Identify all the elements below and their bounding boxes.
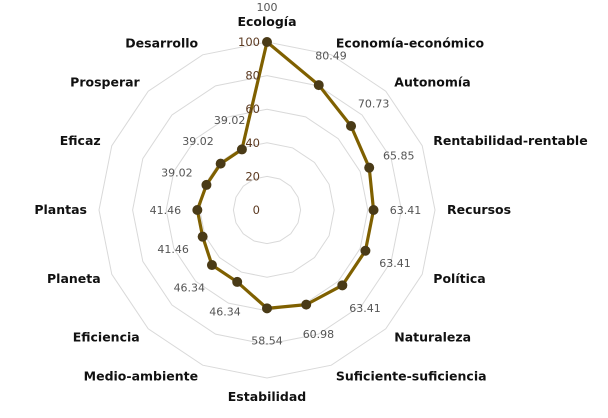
- category-label: Ecología: [237, 14, 296, 29]
- data-label: 60.98: [303, 328, 335, 341]
- category-label: Naturaleza: [394, 329, 471, 344]
- data-label: 65.85: [383, 149, 415, 162]
- category-labels: Ecología Economía-económico Autonomía Renta…: [34, 14, 587, 404]
- data-label: 39.02: [214, 114, 246, 127]
- data-label: 63.41: [349, 302, 381, 315]
- category-label: Economía-económico: [336, 36, 485, 51]
- grid-ring-40: [199, 142, 335, 278]
- data-point-marker: [206, 260, 217, 271]
- grid-ring-20: [232, 175, 302, 245]
- data-series: [192, 37, 379, 314]
- data-label: 63.41: [390, 204, 422, 217]
- category-label: Política: [433, 271, 485, 286]
- category-label: Eficiencia: [73, 329, 140, 344]
- category-label: Rentabilidad-rentable: [433, 133, 587, 148]
- data-labels: 100 80.49 70.73 65.85 63.41 63.41 63.41 60.98 58…: [150, 1, 422, 347]
- data-point-marker: [262, 303, 272, 314]
- grid-ring-80: [132, 75, 402, 345]
- data-point-marker: [337, 280, 348, 291]
- grid-ring-100: [98, 41, 436, 379]
- data-point-marker: [201, 179, 212, 190]
- tick-label: 60: [245, 102, 260, 116]
- data-label: 39.02: [161, 167, 193, 180]
- data-label: 100: [257, 1, 278, 14]
- category-label: Prosperar: [70, 75, 140, 90]
- data-point-marker: [262, 37, 272, 47]
- data-label: 41.46: [150, 204, 182, 217]
- tick-label: 80: [245, 69, 260, 83]
- category-label: Plantas: [34, 202, 87, 217]
- category-label: Planeta: [47, 271, 101, 286]
- data-label: 63.41: [379, 257, 411, 270]
- data-label: 41.46: [157, 243, 189, 256]
- data-point-marker: [215, 158, 226, 169]
- data-point-marker: [192, 205, 203, 215]
- data-label: 46.34: [209, 305, 241, 318]
- data-label: 39.02: [182, 135, 214, 148]
- tick-label: 20: [245, 169, 260, 183]
- tick-label: 40: [245, 136, 260, 150]
- data-label: 70.73: [358, 97, 390, 110]
- data-label: 58.54: [251, 334, 283, 347]
- data-point-marker: [360, 245, 371, 256]
- data-point-marker: [368, 205, 379, 215]
- tick-label: 100: [238, 35, 260, 49]
- category-label: Autonomía: [394, 75, 470, 90]
- data-point-marker: [232, 276, 243, 287]
- category-label: Suficiente-suficiencia: [336, 368, 487, 383]
- data-point-marker: [236, 144, 247, 155]
- data-point-marker: [197, 231, 208, 242]
- tick-label: 0: [253, 203, 260, 217]
- category-label: Recursos: [447, 202, 511, 217]
- category-label: Eficaz: [60, 133, 101, 148]
- category-label: Estabilidad: [228, 389, 307, 404]
- data-label: 46.34: [174, 282, 206, 295]
- data-point-marker: [346, 120, 357, 131]
- data-point-marker: [301, 299, 312, 310]
- data-label: 80.49: [315, 50, 347, 63]
- data-point-marker: [364, 162, 375, 173]
- category-label: Medio-ambiente: [84, 368, 198, 383]
- category-label: Desarrollo: [125, 36, 198, 51]
- radial-axis-ticks: 0 20 40 60 80 100: [238, 35, 260, 217]
- data-point-marker: [313, 80, 324, 91]
